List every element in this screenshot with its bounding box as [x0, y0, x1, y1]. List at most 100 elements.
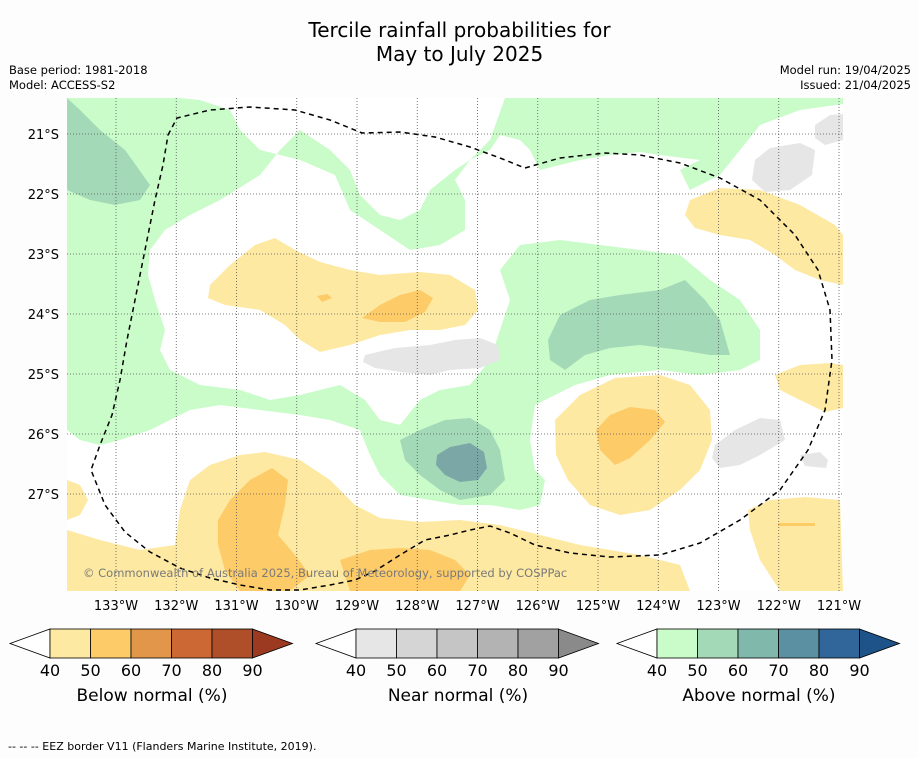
longitude-label: 129°W — [335, 599, 379, 614]
colorbar-tick-label: 70 — [467, 661, 487, 680]
colorbar-under-triangle — [8, 628, 51, 659]
longitude-label: 123°W — [696, 599, 740, 614]
model-run: Model run: 19/04/2025 — [779, 63, 911, 77]
latitude-label: 24°S — [28, 308, 59, 323]
colorbar-cell — [697, 628, 739, 659]
longitude-label: 124°W — [636, 599, 680, 614]
longitude-labels: 133°W 132°W 131°W 130°W 129°W 128°W 127°W 126°W… — [94, 599, 861, 614]
colorbar-tick-label: 40 — [346, 661, 366, 680]
near-normal-region-b — [752, 143, 815, 192]
title-line-1: Tercile rainfall probabilities for — [308, 18, 611, 42]
near-normal-region-a — [363, 338, 500, 375]
copyright-notice: © Commonwealth of Australia 2025, Bureau… — [83, 566, 567, 580]
colorbar-tick-label: 80 — [508, 661, 528, 680]
colorbar-tick-label: 90 — [849, 661, 869, 680]
below-normal-50-region-south-2 — [340, 548, 470, 591]
below-normal-legend-title: Below normal (%) — [76, 686, 228, 706]
above-normal-50-region-east — [548, 280, 730, 370]
latitude-label: 21°S — [28, 128, 59, 143]
colorbar-over-triangle — [252, 628, 294, 659]
near-normal-legend-title: Near normal (%) — [387, 686, 529, 706]
latitude-label: 26°S — [28, 428, 59, 443]
colorbar-cell — [517, 628, 559, 659]
colorbar-tick-label: 70 — [768, 661, 788, 680]
below-normal-40-region-ne — [685, 188, 843, 285]
colorbar-tick-label: 60 — [121, 661, 141, 680]
colorbar-tick-label: 70 — [161, 661, 181, 680]
colorbar-tick-label: 80 — [809, 661, 829, 680]
colorbar-tick-label: 90 — [242, 661, 262, 680]
colorbar-cell — [49, 628, 91, 659]
eez-border — [90, 106, 833, 591]
colorbar-over-triangle — [859, 628, 901, 659]
colorbar: 40 50 60 70 80 90 — [8, 628, 294, 680]
colorbar-tick-label: 50 — [386, 661, 406, 680]
colorbar: 40 50 60 70 80 90 — [615, 628, 901, 680]
above-normal-40-region-west — [67, 98, 843, 510]
colorbar-cell — [737, 628, 779, 659]
issued-date: Issued: 21/04/2025 — [800, 78, 911, 92]
title-line-2: May to July 2025 — [375, 42, 544, 66]
longitude-label: 130°W — [275, 599, 319, 614]
colorbar-cell — [171, 628, 213, 659]
longitude-label: 121°W — [817, 599, 861, 614]
longitude-label: 132°W — [154, 599, 198, 614]
probability-fields — [67, 98, 843, 591]
longitude-label: 122°W — [757, 599, 801, 614]
map-title: Tercile rainfall probabilities for May t… — [0, 18, 919, 66]
colorbar-tick-label: 60 — [427, 661, 447, 680]
near-normal-region-c — [815, 114, 843, 145]
colorbar-under-triangle — [615, 628, 658, 659]
below-normal-40-region-sw — [67, 480, 88, 520]
longitude-label: 127°W — [455, 599, 499, 614]
colorbar-cell — [130, 628, 172, 659]
below-normal-50-region-dot — [317, 294, 332, 302]
colorbar-tick-label: 50 — [687, 661, 707, 680]
graticule — [67, 98, 843, 591]
near-normal-region-d — [712, 418, 785, 468]
colorbar-cell — [90, 628, 132, 659]
longitude-label: 126°W — [516, 599, 560, 614]
longitude-label: 128°W — [395, 599, 439, 614]
eez-border-note: -- -- -- EEZ border V11 (Flanders Marine… — [8, 740, 317, 753]
model-info: Base period: 1981-2018 Model: ACCESS-S2 — [9, 63, 148, 93]
colorbar-cell — [656, 628, 698, 659]
below-normal-50-region-south — [218, 468, 310, 591]
longitude-label: 133°W — [94, 599, 138, 614]
colorbar-tick-label: 60 — [728, 661, 748, 680]
latitude-label: 22°S — [28, 188, 59, 203]
colorbar-cell — [211, 628, 253, 659]
colorbar-tick-label: 50 — [80, 661, 100, 680]
colorbar-cell — [477, 628, 519, 659]
above-normal-legend-title: Above normal (%) — [682, 686, 836, 706]
above-normal-60-region — [436, 443, 487, 482]
colorbar-group: 40 50 60 70 80 90 40 50 60 70 80 90 40 50 60 70 80 90 — [8, 628, 901, 680]
colorbar-cell — [818, 628, 860, 659]
below-normal-50-region-se — [596, 407, 665, 465]
colorbar-cell — [355, 628, 397, 659]
latitude-labels: 21°S 22°S 23°S 24°S 25°S 26°S 27°S — [28, 128, 59, 503]
above-normal-50-region-nw — [67, 98, 150, 205]
below-normal-50-line — [778, 523, 815, 526]
colorbar-tick-label: 40 — [40, 661, 60, 680]
latitude-label: 25°S — [28, 368, 59, 383]
colorbar-tick-label: 40 — [647, 661, 667, 680]
colorbar-tick-label: 90 — [548, 661, 568, 680]
colorbar-tick-label: 80 — [202, 661, 222, 680]
base-period: Base period: 1981-2018 — [9, 63, 148, 77]
model-name: Model: ACCESS-S2 — [9, 78, 116, 92]
longitude-label: 125°W — [576, 599, 620, 614]
below-normal-40-region-s-east — [748, 497, 843, 591]
colorbar-cell — [396, 628, 438, 659]
colorbar: 40 50 60 70 80 90 — [314, 628, 600, 680]
run-info: Model run: 19/04/2025 Issued: 21/04/2025 — [780, 63, 911, 93]
below-normal-40-region-central — [208, 238, 478, 352]
latitude-label: 23°S — [28, 248, 59, 263]
colorbar-under-triangle — [314, 628, 357, 659]
near-normal-region-e — [800, 452, 828, 468]
colorbar-cell — [778, 628, 820, 659]
colorbar-over-triangle — [558, 628, 600, 659]
colorbar-cell — [436, 628, 478, 659]
latitude-label: 27°S — [28, 488, 59, 503]
